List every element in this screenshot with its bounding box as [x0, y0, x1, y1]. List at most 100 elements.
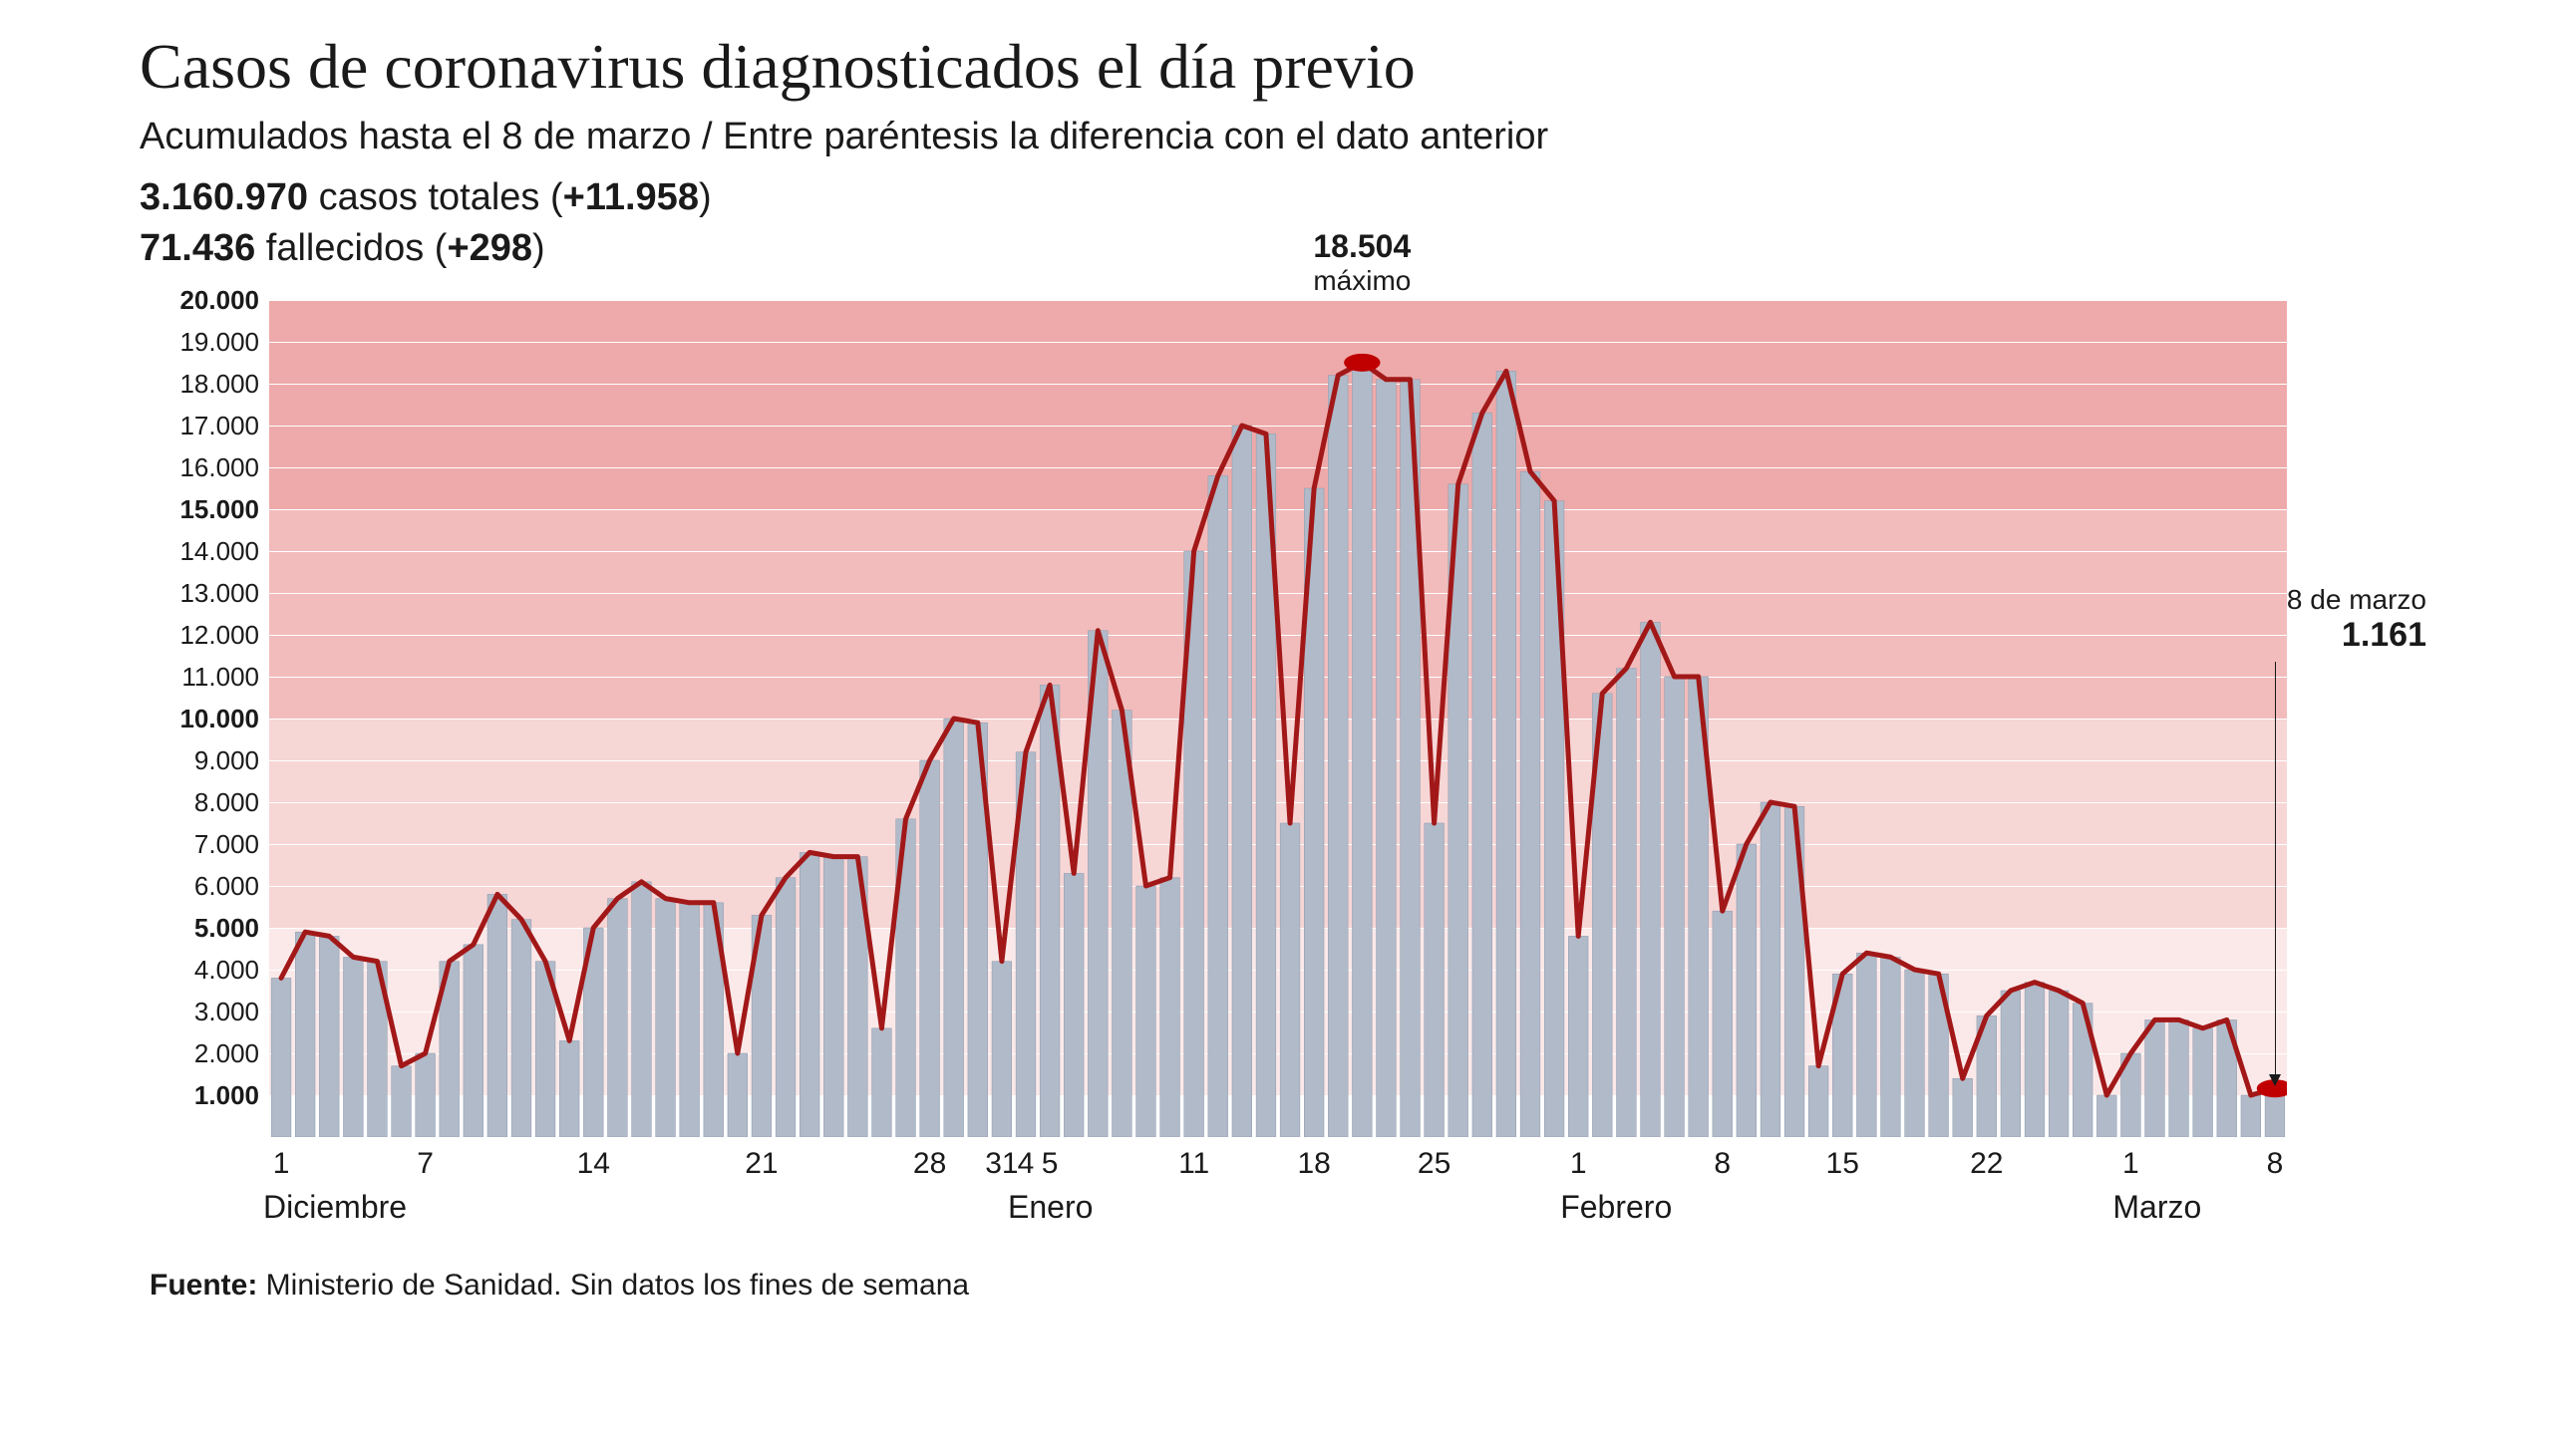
bar [1160, 878, 1180, 1137]
x-tick-label: 11 [1178, 1147, 1209, 1181]
bar [319, 936, 339, 1137]
x-tick-label: 22 [1970, 1147, 2003, 1181]
source-label: Fuente: [150, 1269, 257, 1302]
cases-total: 3.160.970 [140, 176, 308, 218]
bar [2096, 1095, 2116, 1137]
bar [2169, 1019, 2189, 1137]
x-tick-label: 28 [913, 1147, 946, 1181]
bar [992, 962, 1012, 1137]
bar [1881, 957, 1901, 1137]
y-tick-label: 4.000 [194, 957, 259, 983]
y-tick-label: 9.000 [194, 747, 259, 773]
peak-marker [1344, 354, 1380, 372]
y-axis: 20.00019.00018.00017.00016.00015.00014.0… [140, 300, 259, 1137]
end-arrow-head [2269, 1074, 2281, 1086]
bar [2241, 1095, 2261, 1137]
bar [2001, 991, 2021, 1137]
bar [1208, 475, 1228, 1137]
y-tick-label: 1.000 [194, 1082, 259, 1108]
bar [944, 719, 964, 1137]
bar [1568, 936, 1588, 1137]
deaths-close: ) [532, 227, 545, 269]
bar [1713, 911, 1733, 1137]
source-line: Fuente: Ministerio de Sanidad. Sin datos… [150, 1269, 2436, 1303]
bar [776, 878, 796, 1137]
bar [2145, 1019, 2165, 1137]
x-tick-label: 1 [1570, 1147, 1587, 1181]
y-tick-label: 14.000 [179, 538, 259, 564]
bar [511, 920, 531, 1137]
x-tick-label: 21 [745, 1147, 778, 1181]
y-tick-label: 6.000 [194, 873, 259, 899]
bar [295, 932, 315, 1137]
y-tick-label: 11.000 [181, 664, 259, 690]
bar [559, 1040, 579, 1137]
bar [1520, 471, 1540, 1137]
deaths-diff: +298 [447, 227, 532, 269]
x-tick-label: 15 [1826, 1147, 1859, 1181]
bar [2049, 991, 2069, 1137]
bar [416, 1053, 436, 1137]
bar [1232, 426, 1252, 1137]
deaths-total: 71.436 [140, 227, 255, 269]
bar [1905, 970, 1925, 1137]
y-tick-label: 16.000 [179, 454, 259, 480]
x-tick-label: 5 [1042, 1147, 1059, 1181]
bar [608, 899, 628, 1137]
bar [1064, 873, 1084, 1137]
y-tick-label: 18.000 [179, 371, 259, 397]
bar [1328, 376, 1348, 1137]
y-tick-label: 3.000 [194, 999, 259, 1024]
bar [1280, 823, 1300, 1137]
chart-area: 20.00019.00018.00017.00016.00015.00014.0… [140, 300, 2436, 1257]
x-axis: 17142128314511182518152218DiciembreEnero… [269, 1147, 2287, 1247]
x-tick-label: 7 [417, 1147, 434, 1181]
line-series [281, 363, 2275, 1095]
bar [2025, 983, 2045, 1137]
chart-title: Casos de coronavirus diagnosticados el d… [140, 30, 2436, 104]
y-tick-label: 7.000 [194, 831, 259, 857]
bar [823, 857, 843, 1137]
end-annotation: 8 de marzo1.161 [2287, 584, 2426, 655]
peak-word: máximo [1313, 265, 1411, 297]
plot-area: 18.504máximo8 de marzo1.161 [269, 300, 2287, 1137]
bar [464, 945, 483, 1137]
bar [1641, 622, 1661, 1137]
x-tick-label: 31 [985, 1147, 1018, 1181]
month-label: Febrero [1560, 1189, 1672, 1226]
x-tick-label: 8 [2267, 1147, 2284, 1181]
bar [632, 882, 652, 1137]
bar [920, 760, 940, 1137]
bar [487, 894, 507, 1137]
x-tick-label: 18 [1297, 1147, 1330, 1181]
chart-svg [269, 300, 2287, 1137]
bar [1808, 1066, 1828, 1137]
x-tick-label: 1 [2122, 1147, 2139, 1181]
bar [1136, 886, 1156, 1137]
bar [1856, 953, 1876, 1137]
source-text: Ministerio de Sanidad. Sin datos los fin… [257, 1269, 969, 1302]
deaths-label: fallecidos ( [255, 227, 447, 269]
y-tick-label: 17.000 [179, 413, 259, 438]
cases-stat: 3.160.970 casos totales (+11.958) [140, 176, 2436, 219]
y-tick-label: 15.000 [179, 496, 259, 522]
bar [2193, 1028, 2213, 1137]
cases-diff: +11.958 [563, 176, 699, 218]
cases-label: casos totales ( [308, 176, 563, 218]
x-tick-label: 4 [1018, 1147, 1035, 1181]
cases-close: ) [699, 176, 712, 218]
y-tick-label: 19.000 [179, 329, 259, 355]
end-date: 8 de marzo [2287, 584, 2426, 616]
bar [656, 899, 676, 1137]
bar [680, 903, 700, 1137]
bar [271, 978, 291, 1137]
bar [1617, 669, 1637, 1137]
peak-annotation: 18.504máximo [1313, 228, 1411, 297]
bar [800, 852, 819, 1137]
y-tick-label: 13.000 [179, 580, 259, 606]
month-label: Marzo [2112, 1189, 2201, 1226]
end-arrow-line [2275, 662, 2276, 1076]
month-label: Diciembre [263, 1189, 407, 1226]
y-tick-label: 10.000 [179, 706, 259, 731]
bar [1953, 1078, 1973, 1137]
